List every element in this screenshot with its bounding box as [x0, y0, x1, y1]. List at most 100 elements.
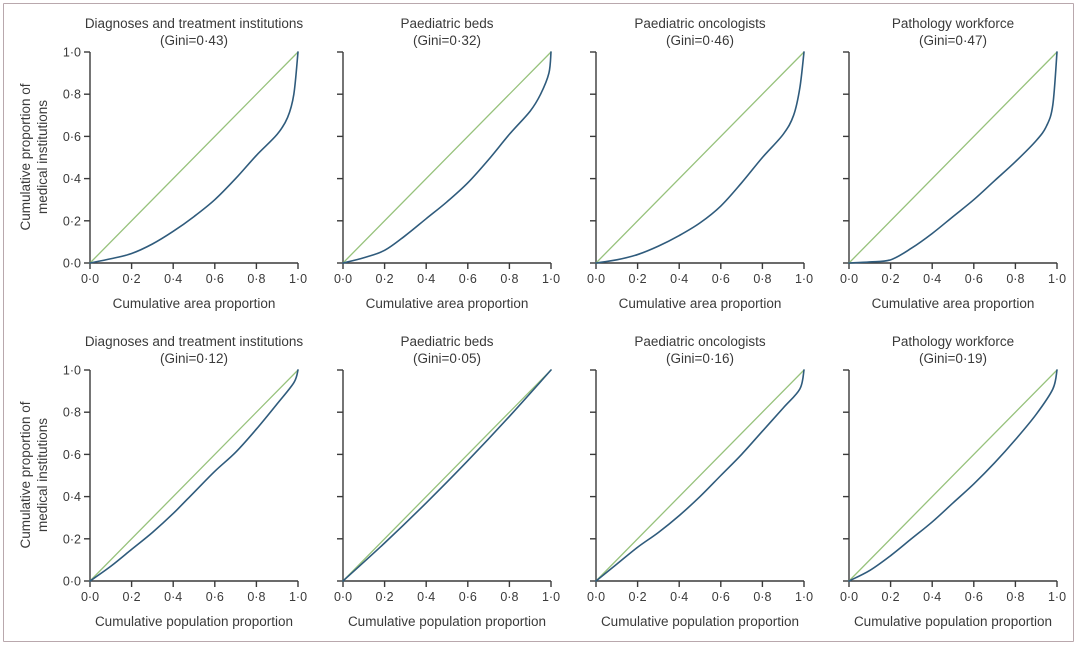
y-tick-label: 0·4	[63, 490, 81, 504]
chart-panel-6: Paediatric beds (Gini=0·05) 0·0 0·2 0·4 0·6 0·…	[334, 334, 560, 629]
y-tick-label: 0·8	[63, 406, 81, 420]
x-tick-label: 0·6	[459, 590, 477, 604]
x-tick-label: 1·0	[289, 590, 307, 604]
lorenz-curve-line	[848, 369, 1058, 582]
chart-panel-1: Diagnoses and treatment institutions (Gin…	[63, 16, 307, 311]
y-tick-label: 1·0	[63, 364, 81, 378]
x-tick-label: 0·2	[123, 590, 141, 604]
equality-line	[342, 369, 552, 582]
x-tick-label: 0·0	[81, 590, 99, 604]
equality-line	[848, 369, 1058, 582]
panel-gini-label: (Gini=0·46)	[666, 33, 734, 48]
equality-line	[595, 369, 805, 582]
x-tick-label: 0·0	[587, 272, 605, 286]
x-tick-label: 0·0	[334, 590, 352, 604]
chart-panel-7: Paediatric oncologists (Gini=0·16) 0·0 0·2 0…	[587, 334, 813, 629]
equality-line	[595, 51, 805, 264]
x-tick-label: 0·4	[164, 272, 182, 286]
panel-gini-label: (Gini=0·32)	[413, 33, 481, 48]
x-tick-label: 0·4	[923, 590, 941, 604]
x-tick-label: 0·4	[670, 590, 688, 604]
panel-gini-label: (Gini=0·05)	[413, 351, 481, 366]
x-axis-label: Cumulative population proportion	[95, 614, 293, 629]
panel-gini-label: (Gini=0·43)	[160, 33, 228, 48]
y-tick-label: 0·4	[63, 172, 81, 186]
x-tick-label: 1·0	[1048, 272, 1066, 286]
chart-panel-4: Pathology workforce (Gini=0·47) 0·0 0·2 0·4 0…	[840, 16, 1066, 311]
x-tick-label: 0·0	[81, 272, 99, 286]
chart-panel-5: Diagnoses and treatment institutions (Gin…	[63, 334, 307, 629]
y-axis-title-line1: Cumulative proportion of	[18, 401, 33, 548]
y-axis-title-line1: Cumulative proportion of	[18, 83, 33, 230]
x-tick-label: 1·0	[542, 272, 560, 286]
chart-panel-3: Paediatric oncologists (Gini=0·46) 0·0 0·2 0…	[587, 16, 813, 311]
x-tick-label: 0·6	[712, 272, 730, 286]
x-axis-label: Cumulative area proportion	[113, 296, 276, 311]
x-tick-label: 0·4	[417, 590, 435, 604]
y-tick-label: 0·6	[63, 130, 81, 144]
y-tick-label: 0·2	[63, 214, 81, 228]
lorenz-curve-line	[595, 51, 805, 264]
chart-panel-2: Paediatric beds (Gini=0·32) 0·0 0·2 0·4 0·6 0·…	[334, 16, 560, 311]
y-axis-title-line2: medical institutions	[35, 100, 50, 214]
y-tick-label: 0·0	[63, 575, 81, 589]
x-tick-label: 0·2	[123, 272, 141, 286]
y-tick-label: 0·8	[63, 88, 81, 102]
equality-line	[848, 51, 1058, 264]
x-tick-label: 0·6	[965, 272, 983, 286]
x-axis-label: Cumulative population proportion	[348, 614, 546, 629]
x-tick-label: 0·2	[376, 590, 394, 604]
panel-title: Paediatric oncologists	[634, 16, 766, 31]
x-tick-label: 0·8	[500, 272, 518, 286]
x-tick-label: 0·0	[587, 590, 605, 604]
x-tick-label: 1·0	[542, 590, 560, 604]
x-tick-label: 1·0	[795, 272, 813, 286]
x-axis-label: Cumulative population proportion	[601, 614, 799, 629]
panel-title: Diagnoses and treatment institutions	[85, 334, 304, 349]
x-tick-label: 1·0	[1048, 590, 1066, 604]
lorenz-curve-line	[89, 369, 299, 582]
x-tick-label: 0·4	[417, 272, 435, 286]
x-tick-label: 0·8	[753, 590, 771, 604]
x-tick-label: 0·8	[1006, 272, 1024, 286]
x-tick-label: 0·0	[840, 590, 858, 604]
x-tick-label: 0·2	[629, 272, 647, 286]
panel-title: Paediatric oncologists	[634, 334, 766, 349]
x-tick-label: 0·6	[459, 272, 477, 286]
x-tick-label: 0·2	[882, 272, 900, 286]
x-tick-label: 0·8	[247, 272, 265, 286]
x-tick-label: 0·0	[840, 272, 858, 286]
x-axis-label: Cumulative area proportion	[619, 296, 782, 311]
lorenz-curve-line	[89, 51, 299, 264]
y-axis-title-line2: medical institutions	[35, 418, 50, 532]
x-tick-label: 0·8	[247, 590, 265, 604]
y-axis-title-bottom: Cumulative proportion of medical institu…	[18, 401, 50, 548]
x-axis-label: Cumulative area proportion	[366, 296, 529, 311]
x-tick-label: 0·2	[376, 272, 394, 286]
chart-panel-8: Pathology workforce (Gini=0·19) 0·0 0·2 0·4 0…	[840, 334, 1066, 629]
x-tick-label: 0·4	[164, 590, 182, 604]
equality-line	[89, 369, 299, 582]
y-tick-label: 0·0	[63, 257, 81, 271]
panel-title: Pathology workforce	[892, 334, 1014, 349]
x-tick-label: 0·8	[500, 590, 518, 604]
equality-line	[89, 51, 299, 264]
x-tick-label: 0·6	[965, 590, 983, 604]
x-tick-label: 0·6	[206, 590, 224, 604]
x-tick-label: 1·0	[795, 590, 813, 604]
panel-title: Paediatric beds	[400, 16, 493, 31]
x-tick-label: 1·0	[289, 272, 307, 286]
x-tick-label: 0·2	[882, 590, 900, 604]
lorenz-curve-line	[848, 51, 1058, 264]
y-axis-title-top: Cumulative proportion of medical institu…	[18, 83, 50, 230]
panel-title: Paediatric beds	[400, 334, 493, 349]
lorenz-curve-line	[595, 369, 805, 582]
y-tick-label: 0·6	[63, 448, 81, 462]
x-axis-label: Cumulative area proportion	[872, 296, 1035, 311]
panel-title: Diagnoses and treatment institutions	[85, 16, 304, 31]
lorenz-curve-line	[342, 51, 552, 264]
y-tick-label: 1·0	[63, 46, 81, 60]
panel-title: Pathology workforce	[892, 16, 1014, 31]
panel-gini-label: (Gini=0·12)	[160, 351, 228, 366]
